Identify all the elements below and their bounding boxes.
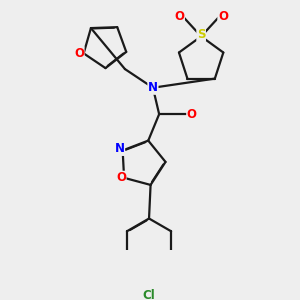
Text: Cl: Cl: [143, 289, 155, 300]
Text: O: O: [116, 171, 126, 184]
Text: N: N: [115, 142, 124, 155]
Text: N: N: [148, 81, 158, 94]
Text: O: O: [218, 10, 228, 23]
Text: O: O: [74, 47, 84, 60]
Text: O: O: [174, 10, 184, 23]
Text: O: O: [187, 108, 197, 121]
Text: S: S: [197, 28, 206, 41]
